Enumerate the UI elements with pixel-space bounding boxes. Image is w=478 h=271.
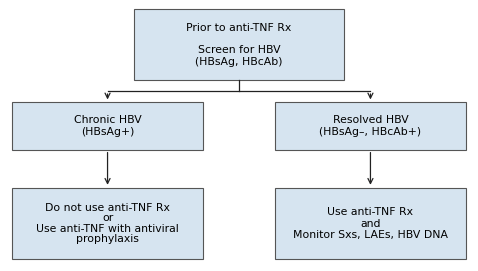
Text: Chronic HBV: Chronic HBV: [74, 115, 141, 125]
Text: prophylaxis: prophylaxis: [76, 234, 139, 244]
Text: (HBsAg+): (HBsAg+): [81, 127, 134, 137]
Text: Prior to anti-TNF Rx: Prior to anti-TNF Rx: [186, 23, 292, 33]
Text: Monitor Sxs, LAEs, HBV DNA: Monitor Sxs, LAEs, HBV DNA: [293, 230, 448, 240]
Text: Resolved HBV: Resolved HBV: [333, 115, 408, 125]
Text: and: and: [360, 219, 380, 228]
Text: Screen for HBV: Screen for HBV: [198, 46, 280, 55]
Text: (HBsAg, HBcAb): (HBsAg, HBcAb): [195, 57, 283, 67]
Text: Use anti-TNF Rx: Use anti-TNF Rx: [327, 207, 413, 217]
FancyBboxPatch shape: [275, 102, 466, 150]
FancyBboxPatch shape: [12, 188, 203, 260]
FancyBboxPatch shape: [275, 188, 466, 260]
Text: (HBsAg–, HBcAb+): (HBsAg–, HBcAb+): [319, 127, 422, 137]
FancyBboxPatch shape: [134, 9, 344, 80]
FancyBboxPatch shape: [12, 102, 203, 150]
Text: Do not use anti-TNF Rx: Do not use anti-TNF Rx: [45, 203, 170, 213]
Text: Use anti-TNF with antiviral: Use anti-TNF with antiviral: [36, 224, 179, 234]
Text: or: or: [102, 214, 113, 223]
